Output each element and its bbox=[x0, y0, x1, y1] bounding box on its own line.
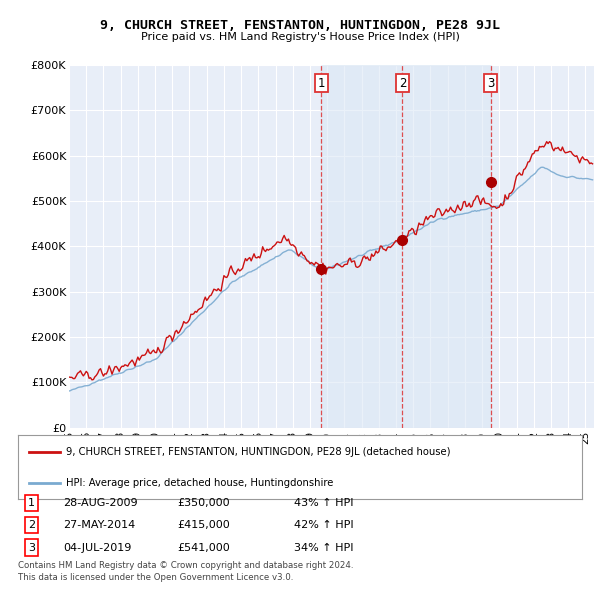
Text: Contains HM Land Registry data © Crown copyright and database right 2024.: Contains HM Land Registry data © Crown c… bbox=[18, 561, 353, 570]
Text: 04-JUL-2019: 04-JUL-2019 bbox=[63, 543, 131, 552]
Text: 43% ↑ HPI: 43% ↑ HPI bbox=[294, 498, 353, 507]
Text: 2: 2 bbox=[28, 520, 35, 530]
Text: 42% ↑ HPI: 42% ↑ HPI bbox=[294, 520, 353, 530]
Text: 1: 1 bbox=[28, 498, 35, 507]
Text: £541,000: £541,000 bbox=[177, 543, 230, 552]
Text: £415,000: £415,000 bbox=[177, 520, 230, 530]
Text: 9, CHURCH STREET, FENSTANTON, HUNTINGDON, PE28 9JL (detached house): 9, CHURCH STREET, FENSTANTON, HUNTINGDON… bbox=[66, 447, 451, 457]
Text: 3: 3 bbox=[487, 77, 494, 90]
Text: This data is licensed under the Open Government Licence v3.0.: This data is licensed under the Open Gov… bbox=[18, 573, 293, 582]
Text: £350,000: £350,000 bbox=[177, 498, 230, 507]
Text: 1: 1 bbox=[317, 77, 325, 90]
Text: 34% ↑ HPI: 34% ↑ HPI bbox=[294, 543, 353, 552]
Text: 28-AUG-2009: 28-AUG-2009 bbox=[63, 498, 137, 507]
Text: Price paid vs. HM Land Registry's House Price Index (HPI): Price paid vs. HM Land Registry's House … bbox=[140, 32, 460, 42]
Bar bbox=[322, 65, 491, 428]
Text: 27-MAY-2014: 27-MAY-2014 bbox=[63, 520, 135, 530]
Text: 3: 3 bbox=[28, 543, 35, 552]
Text: 2: 2 bbox=[398, 77, 406, 90]
Text: 9, CHURCH STREET, FENSTANTON, HUNTINGDON, PE28 9JL: 9, CHURCH STREET, FENSTANTON, HUNTINGDON… bbox=[100, 19, 500, 32]
Text: HPI: Average price, detached house, Huntingdonshire: HPI: Average price, detached house, Hunt… bbox=[66, 478, 334, 487]
